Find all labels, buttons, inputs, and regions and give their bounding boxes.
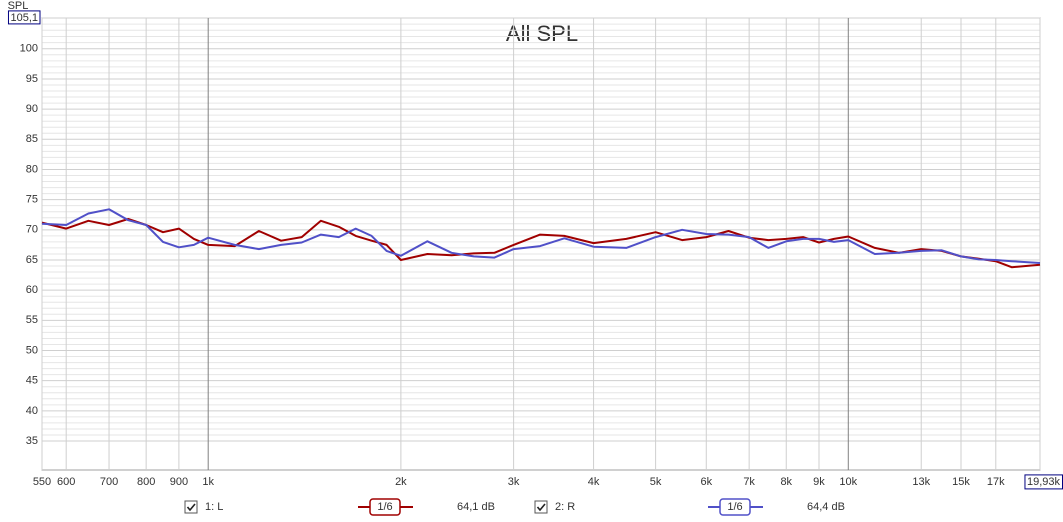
x-tick-label: 7k <box>743 476 755 488</box>
x-tick-label: 900 <box>170 476 188 488</box>
grid <box>41 17 1041 470</box>
y-tick-label: 95 <box>26 73 38 85</box>
series-line <box>41 218 1041 269</box>
smoothing-box <box>719 498 751 516</box>
x-tick-label: 13k <box>912 476 930 488</box>
x-tick-label: 17k <box>987 476 1005 488</box>
x-tick-label: 15k <box>952 476 970 488</box>
checkmark <box>186 503 196 512</box>
smoothing-label: 1/6 <box>727 501 742 513</box>
x-tick-label: 4k <box>588 476 600 488</box>
series-line <box>41 208 1041 264</box>
y-tick-label: 35 <box>26 435 38 447</box>
x-tick-label: 1k <box>202 476 214 488</box>
x-tick-label: 700 <box>100 476 118 488</box>
y-tick-label: 55 <box>26 314 38 326</box>
y-tick-label: 45 <box>26 375 38 387</box>
x-tick-label: 600 <box>57 476 75 488</box>
x-tick-label: 19,93k <box>1027 476 1061 488</box>
x-tick-label: 2k <box>395 476 407 488</box>
x-tick-label: 9k <box>813 476 825 488</box>
x-tick-label: 800 <box>137 476 155 488</box>
plot-area <box>41 17 1041 471</box>
x-tick-label: 8k <box>780 476 792 488</box>
legend-checkbox[interactable] <box>184 500 198 514</box>
x-tick-label: 6k <box>700 476 712 488</box>
y-limit-box <box>7 10 41 25</box>
y-tick-label: 60 <box>26 284 38 296</box>
legend-label: 2: R <box>555 501 575 513</box>
smoothing-button[interactable]: 1/6 <box>369 498 401 516</box>
checkmark <box>536 503 546 512</box>
y-tick-label: 105,1 <box>10 12 38 24</box>
level-label: 64,1 dB <box>457 501 495 513</box>
smoothing-box <box>369 498 401 516</box>
y-tick-label: 85 <box>26 133 38 145</box>
chart-title: All SPL <box>506 21 578 46</box>
y-tick-label: 70 <box>26 224 38 236</box>
y-tick-label: 90 <box>26 103 38 115</box>
y-tick-label: 80 <box>26 163 38 175</box>
y-tick-label: 65 <box>26 254 38 266</box>
y-tick-label: 50 <box>26 344 38 356</box>
smoothing-button[interactable]: 1/6 <box>719 498 751 516</box>
x-limit-box <box>1024 474 1063 490</box>
checkbox <box>184 500 198 514</box>
checkbox <box>534 500 548 514</box>
y-tick-label: 100 <box>20 43 38 55</box>
y-tick-label: 75 <box>26 194 38 206</box>
y-axis-label: SPL <box>8 0 29 12</box>
legend-checkbox[interactable] <box>534 500 548 514</box>
smoothing-label: 1/6 <box>377 501 392 513</box>
x-tick-label: 550 <box>33 476 51 488</box>
x-tick-label: 10k <box>839 476 857 488</box>
x-tick-label: 3k <box>508 476 520 488</box>
y-tick-label: 40 <box>26 405 38 417</box>
x-tick-label: 5k <box>650 476 662 488</box>
level-label: 64,4 dB <box>807 501 845 513</box>
legend-label: 1: L <box>205 501 223 513</box>
